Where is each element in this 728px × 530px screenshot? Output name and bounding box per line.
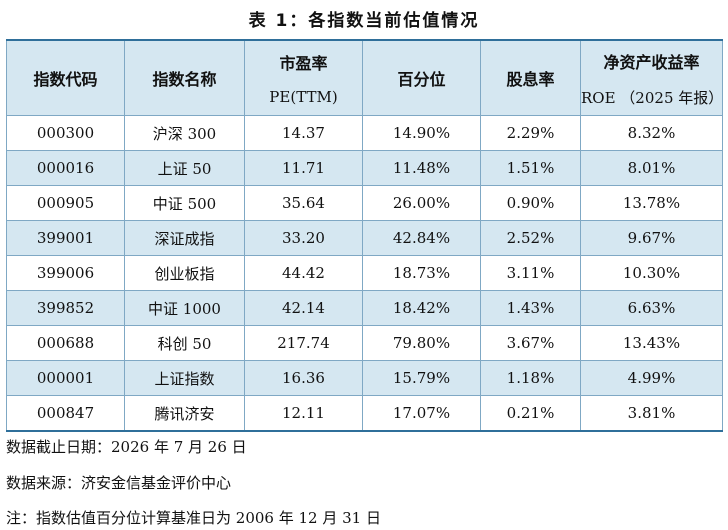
table-row: 000905 中证 500 35.64 26.00% 0.90% 13.78% [6,185,723,221]
header-pe-sub: PE(TTM) [269,88,338,106]
cell-index-code: 399852 [6,290,125,326]
cell-index-code: 000905 [6,185,125,221]
cell-percentile: 79.80% [362,325,481,361]
cell-pe: 35.64 [244,185,363,221]
cell-pe: 14.37 [244,115,363,151]
cell-index-code: 000847 [6,395,125,432]
table-row: 000688 科创 50 217.74 79.80% 3.67% 13.43% [6,325,723,361]
cell-percentile: 18.73% [362,255,481,291]
cell-pe: 12.11 [244,395,363,432]
cell-dividend-yield: 2.29% [480,115,581,151]
cell-index-name: 科创 50 [124,325,245,361]
cell-dividend-yield: 1.43% [480,290,581,326]
cell-index-code: 000001 [6,360,125,396]
cell-dividend-yield: 0.90% [480,185,581,221]
cell-dividend-yield: 3.11% [480,255,581,291]
table-row: 000016 上证 50 11.71 11.48% 1.51% 8.01% [6,150,723,186]
cell-index-name: 上证 50 [124,150,245,186]
cell-pe: 16.36 [244,360,363,396]
cell-roe: 3.81% [580,395,723,432]
cell-pe: 42.14 [244,290,363,326]
table-row: 399001 深证成指 33.20 42.84% 2.52% 9.67% [6,220,723,256]
cell-roe: 10.30% [580,255,723,291]
cell-index-name: 深证成指 [124,220,245,256]
data-source-note: 数据来源：济安金信基金评价中心 [6,474,232,492]
cell-index-name: 创业板指 [124,255,245,291]
table-row: 000847 腾讯济安 12.11 17.07% 0.21% 3.81% [6,395,723,432]
cell-roe: 13.78% [580,185,723,221]
cell-dividend-yield: 2.52% [480,220,581,256]
cell-roe: 4.99% [580,360,723,396]
cell-pe: 11.71 [244,150,363,186]
cell-percentile: 15.79% [362,360,481,396]
cell-pe: 44.42 [244,255,363,291]
cell-index-name: 中证 500 [124,185,245,221]
table-header-row: 指数代码 指数名称 市盈率 PE(TTM) 百分位 股息率 净资产收益率 ROE （… [6,39,724,116]
cell-dividend-yield: 1.18% [480,360,581,396]
cell-percentile: 18.42% [362,290,481,326]
table-row: 000300 沪深 300 14.37 14.90% 2.29% 8.32% [6,115,723,151]
header-roe: 净资产收益率 ROE （2025 年报） [580,39,724,116]
cell-roe: 9.67% [580,220,723,256]
table-row: 399852 中证 1000 42.14 18.42% 1.43% 6.63% [6,290,723,326]
cell-index-name: 沪深 300 [124,115,245,151]
cell-dividend-yield: 3.67% [480,325,581,361]
cell-pe: 33.20 [244,220,363,256]
cell-percentile: 26.00% [362,185,481,221]
footnote: 注：指数估值百分位计算基准日为 2006 年 12 月 31 日 [6,509,381,527]
header-pe: 市盈率 PE(TTM) [244,39,363,116]
cell-index-code: 000016 [6,150,125,186]
cell-roe: 8.01% [580,150,723,186]
cell-index-name: 腾讯济安 [124,395,245,432]
cell-index-name: 中证 1000 [124,290,245,326]
cell-index-name: 上证指数 [124,360,245,396]
valuation-table: 指数代码 指数名称 市盈率 PE(TTM) 百分位 股息率 净资产收益率 ROE （… [6,39,723,432]
table-row: 399006 创业板指 44.42 18.73% 3.11% 10.30% [6,255,723,291]
cell-roe: 8.32% [580,115,723,151]
header-index-name: 指数名称 [124,39,245,116]
header-index-code: 指数代码 [6,39,125,116]
table-row: 000001 上证指数 16.36 15.79% 1.18% 4.99% [6,360,723,396]
cell-index-code: 000688 [6,325,125,361]
data-cutoff-note: 数据截止日期：2026 年 7 月 26 日 [6,438,247,456]
cell-index-code: 399006 [6,255,125,291]
cell-roe: 13.43% [580,325,723,361]
header-roe-sub: ROE （2025 年报） [581,88,724,107]
cell-percentile: 42.84% [362,220,481,256]
header-dividend-yield: 股息率 [480,39,581,116]
cell-index-code: 000300 [6,115,125,151]
cell-percentile: 14.90% [362,115,481,151]
cell-pe: 217.74 [244,325,363,361]
cell-percentile: 17.07% [362,395,481,432]
cell-dividend-yield: 1.51% [480,150,581,186]
cell-roe: 6.63% [580,290,723,326]
cell-index-code: 399001 [6,220,125,256]
table-title: 表 1：各指数当前估值情况 [248,11,480,31]
header-percentile: 百分位 [362,39,481,116]
cell-dividend-yield: 0.21% [480,395,581,432]
cell-percentile: 11.48% [362,150,481,186]
